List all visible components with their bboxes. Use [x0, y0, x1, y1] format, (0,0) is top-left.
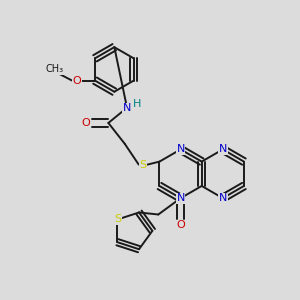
Text: N: N — [219, 144, 227, 154]
Text: O: O — [82, 118, 91, 128]
Text: O: O — [176, 220, 185, 230]
Text: N: N — [123, 103, 131, 113]
Text: S: S — [140, 160, 147, 170]
Text: N: N — [219, 193, 227, 203]
Text: O: O — [73, 76, 81, 85]
Text: S: S — [114, 214, 121, 224]
Text: H: H — [133, 99, 141, 109]
Text: N: N — [176, 193, 185, 203]
Text: N: N — [176, 144, 185, 154]
Text: CH₃: CH₃ — [46, 64, 64, 74]
